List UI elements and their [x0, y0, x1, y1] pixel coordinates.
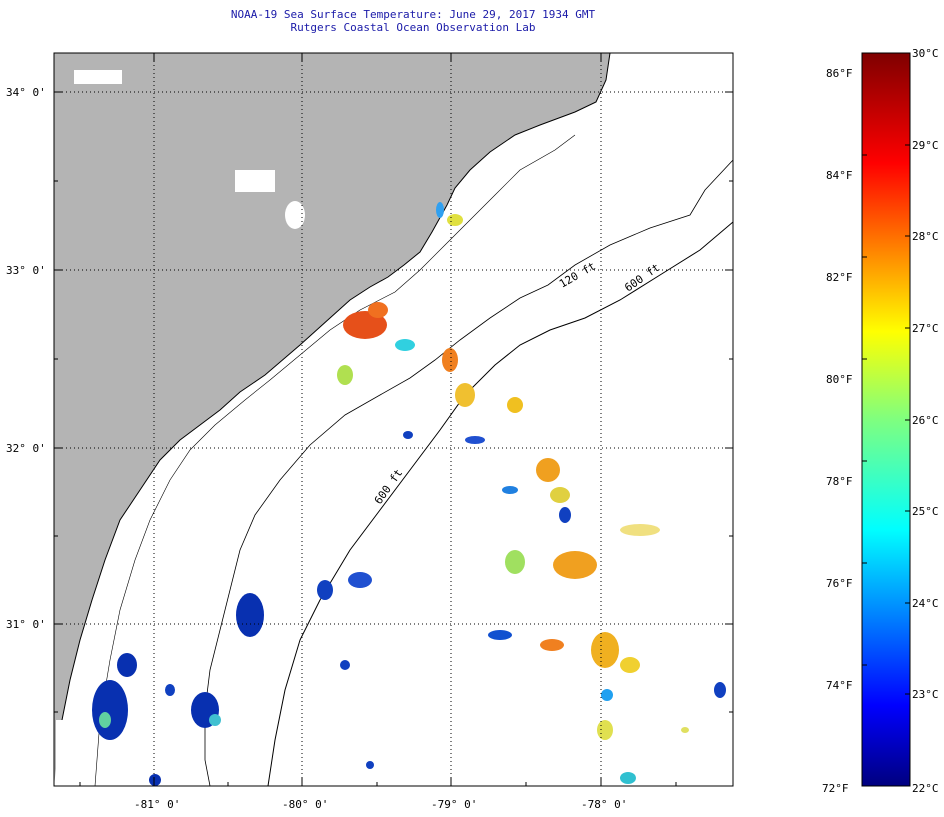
land-mass	[54, 53, 610, 786]
isobath-600ft	[267, 221, 733, 786]
colorbar-c-30: 30°C	[912, 47, 939, 60]
colorbar-f-72: 72°F	[822, 782, 849, 795]
colorbar-c-22: 22°C	[912, 782, 939, 795]
colorbar-f-76: 76°F	[826, 577, 853, 590]
lon-label-78: -78° 0'	[581, 798, 627, 811]
colorbar-c-23: 23°C	[912, 688, 939, 701]
colorbar-c-27: 27°C	[912, 322, 939, 335]
shelf-contour	[204, 159, 733, 786]
colorbar-f-74: 74°F	[826, 679, 853, 692]
map-title: NOAA-19 Sea Surface Temperature: June 29…	[230, 8, 596, 21]
colorbar-c-29: 29°C	[912, 139, 939, 152]
map-panel: 120 ft 600 ft 600 ft -81° 0' -80° 0'	[6, 52, 734, 811]
colorbar-f-78: 78°F	[826, 475, 853, 488]
colorbar-c-25: 25°C	[912, 505, 939, 518]
colorbar-c-28: 28°C	[912, 230, 939, 243]
colorbar-f-82: 82°F	[826, 271, 853, 284]
lat-label-31: 31° 0'	[6, 618, 46, 631]
lat-label-34: 34° 0'	[6, 86, 46, 99]
lon-label-80: -80° 0'	[282, 798, 328, 811]
sst-patches	[92, 202, 726, 786]
colorbar-c-24: 24°C	[912, 597, 939, 610]
lat-label-32: 32° 0'	[6, 442, 46, 455]
lon-label-81: -81° 0'	[134, 798, 180, 811]
colorbar-f-84: 84°F	[826, 169, 853, 182]
lon-label-79: -79° 0'	[431, 798, 477, 811]
colorbar-f-86: 86°F	[826, 67, 853, 80]
colorbar-f-80: 80°F	[826, 373, 853, 386]
colorbar-c-26: 26°C	[912, 414, 939, 427]
color-bar: 86°F 84°F 82°F 80°F 78°F 76°F 74°F 72°F …	[822, 47, 939, 795]
lat-label-33: 33° 0'	[6, 264, 46, 277]
map-subtitle: Rutgers Coastal Ocean Observation Lab	[290, 21, 536, 34]
coastline	[56, 53, 611, 761]
